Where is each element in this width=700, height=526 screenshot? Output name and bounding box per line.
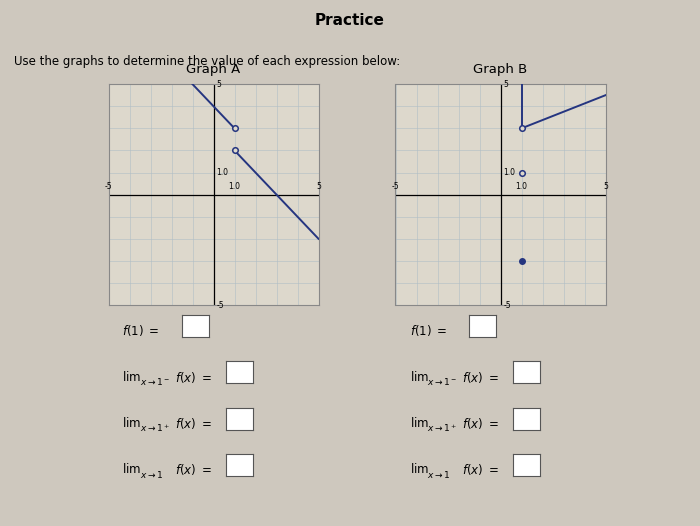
Text: $\lim$: $\lim$ [122,416,141,430]
Text: $f(x)\ =$: $f(x)\ =$ [462,416,499,431]
Text: Graph B: Graph B [473,63,528,76]
Text: Use the graphs to determine the value of each expression below:: Use the graphs to determine the value of… [14,55,400,68]
Text: 1.0: 1.0 [217,168,229,177]
Text: Graph A: Graph A [186,63,241,76]
Text: Practice: Practice [315,13,385,28]
Text: $x{\to}1$: $x{\to}1$ [140,469,164,480]
Text: $f(1)\ =$: $f(1)\ =$ [410,323,447,339]
Text: 5: 5 [503,79,508,89]
Text: $\lim$: $\lim$ [122,462,141,477]
Text: $x{\to}1^-$: $x{\to}1^-$ [427,376,457,387]
Text: $\lim$: $\lim$ [410,462,428,477]
Text: $x{\to}1^+$: $x{\to}1^+$ [427,422,457,434]
Text: -5: -5 [392,181,399,190]
Text: $f(x)\ =$: $f(x)\ =$ [462,370,499,385]
Text: $\lim$: $\lim$ [410,370,428,384]
Text: 1.0: 1.0 [515,181,528,190]
Text: $f(x)\ =$: $f(x)\ =$ [175,370,212,385]
Text: $x{\to}1^-$: $x{\to}1^-$ [140,376,170,387]
Text: $f(x)\ =$: $f(x)\ =$ [175,416,212,431]
Text: $\lim$: $\lim$ [122,370,141,384]
Text: -5: -5 [217,300,224,310]
Text: $f(x)\ =$: $f(x)\ =$ [462,462,499,478]
Text: $f(1)\ =$: $f(1)\ =$ [122,323,160,339]
Text: $x{\to}1^+$: $x{\to}1^+$ [140,422,170,434]
Text: -5: -5 [503,300,511,310]
Text: $\lim$: $\lim$ [410,416,428,430]
Text: 5: 5 [603,181,608,190]
Text: 1.0: 1.0 [503,168,516,177]
Text: 5: 5 [316,181,321,190]
Text: -5: -5 [105,181,112,190]
Text: $x{\to}1$: $x{\to}1$ [427,469,451,480]
Text: 1.0: 1.0 [228,181,241,190]
Text: 5: 5 [217,79,221,89]
Text: $f(x)\ =$: $f(x)\ =$ [175,462,212,478]
